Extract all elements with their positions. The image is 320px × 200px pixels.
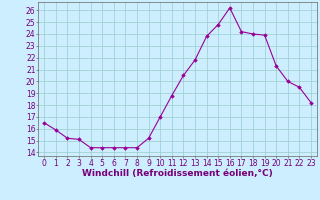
X-axis label: Windchill (Refroidissement éolien,°C): Windchill (Refroidissement éolien,°C) xyxy=(82,169,273,178)
